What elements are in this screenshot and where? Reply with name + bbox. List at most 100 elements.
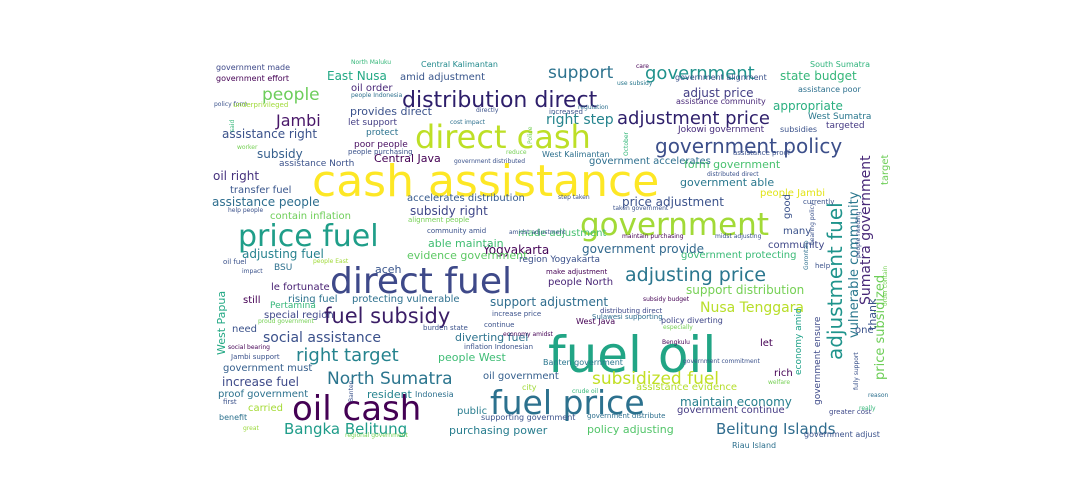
cloud-word: let support <box>348 118 397 128</box>
cloud-word: North Maluku <box>351 59 391 66</box>
cloud-word: increase price <box>492 310 541 318</box>
cloud-word: direct fuel <box>330 261 512 302</box>
cloud-word: adjust price <box>683 86 754 100</box>
cloud-word: said <box>229 120 236 132</box>
cloud-word: proud government <box>258 318 315 325</box>
cloud-word: increased <box>549 108 583 116</box>
cloud-word: form government <box>684 158 781 171</box>
cloud-word: adjustment price <box>617 108 770 129</box>
cloud-word: burden state <box>423 324 468 332</box>
cloud-word: assistance proof <box>733 149 791 157</box>
cloud-word: welfare <box>768 379 790 386</box>
cloud-word: underprivileged <box>233 101 288 109</box>
cloud-word: le fortunate <box>271 282 330 293</box>
cloud-word: fuel subsidy <box>324 304 450 328</box>
cloud-word: really <box>859 405 876 412</box>
cloud-word: crude oil <box>572 388 598 395</box>
cloud-word: assistance right <box>222 127 317 141</box>
cloud-word: use subsidy <box>617 80 653 87</box>
cloud-word: Riau Island <box>732 441 776 450</box>
cloud-word: policy adjusting <box>587 423 674 436</box>
cloud-word: assistance North <box>279 159 354 169</box>
cloud-word: bearing policy <box>809 202 816 245</box>
cloud-word: Jokowi government <box>677 125 765 135</box>
cloud-word: right target <box>296 345 399 366</box>
cloud-word: Jambi <box>275 111 321 130</box>
cloud-word: supporting government <box>481 413 575 422</box>
cloud-word: oil order <box>351 83 393 94</box>
cloud-word: government must <box>223 363 312 374</box>
cloud-word: benefit <box>219 413 247 422</box>
cloud-word: diverting fuel <box>455 331 528 344</box>
cloud-word: Sulawesi supporting <box>592 313 663 321</box>
cloud-word: right step <box>546 112 614 128</box>
cloud-word: assistance poor <box>798 85 861 94</box>
cloud-word: price adjustment <box>622 195 724 209</box>
cloud-word: South Sumatra <box>810 60 870 69</box>
cloud-word: Central Java <box>374 152 441 165</box>
cloud-word: government adjust <box>804 430 880 439</box>
cloud-word: BSU <box>274 263 292 273</box>
cloud-word: Bengkulu <box>662 339 690 346</box>
cloud-word: city <box>522 383 537 392</box>
cloud-word: order contain <box>882 266 889 306</box>
cloud-word: government made <box>216 63 290 72</box>
cloud-word: especially <box>663 324 693 331</box>
cloud-word: aceh <box>375 263 402 276</box>
cloud-word: West Kalimantan <box>542 150 610 159</box>
cloud-word: impact <box>242 268 263 275</box>
cloud-word: West Papua <box>215 291 228 355</box>
cloud-word: made adjustment <box>518 228 607 239</box>
cloud-word: directly <box>476 107 499 114</box>
cloud-word: people East <box>313 258 349 265</box>
cloud-word: East Nusa <box>327 69 387 83</box>
cloud-word: fuel oil <box>548 326 716 384</box>
cloud-word: Police <box>527 126 534 144</box>
cloud-word: assistance evidence <box>636 382 737 393</box>
cloud-word: adjusting price <box>625 264 766 286</box>
cloud-word: Bangka Belitung <box>284 420 407 438</box>
cloud-word: alignment people <box>408 216 469 224</box>
cloud-word: one <box>855 325 874 336</box>
cloud-word: resident <box>367 388 413 401</box>
cloud-word: oil cash <box>292 389 421 429</box>
cloud-word: purchasing power <box>449 424 548 437</box>
cloud-word: people North <box>548 277 613 288</box>
cloud-word: midst adjusting <box>715 233 762 240</box>
cloud-word: government protecting <box>681 250 796 261</box>
cloud-word: distributing direct <box>600 307 663 315</box>
cloud-word: oil right <box>213 169 259 183</box>
cloud-word: adjustment fuel <box>823 202 847 360</box>
cloud-word: Banten government <box>543 358 623 367</box>
cloud-word: worker <box>237 144 258 151</box>
cloud-word: let <box>760 338 773 349</box>
cloud-word: distribution direct <box>402 88 598 113</box>
cloud-word: carried <box>248 403 283 414</box>
cloud-word: accelerates distribution <box>407 193 525 204</box>
cloud-word: support <box>548 63 614 83</box>
cloud-word: assistance community <box>676 97 766 106</box>
cloud-word: maintain economy <box>680 395 792 409</box>
cloud-word: government accelerates <box>589 156 711 167</box>
cloud-word: distributed direct <box>707 171 759 178</box>
cloud-word: transfer fuel <box>230 185 291 196</box>
cloud-word: fully support <box>853 352 860 390</box>
cloud-word: people needing <box>855 211 862 258</box>
cloud-word: cash assistance <box>312 156 659 207</box>
cloud-word: policy form <box>214 101 248 108</box>
cloud-word: assistance people <box>212 195 320 209</box>
cloud-word: people West <box>438 351 507 364</box>
cloud-word: economy amidst <box>503 331 554 338</box>
cloud-word: help <box>815 262 831 270</box>
cloud-word: people Indonesia <box>351 92 403 99</box>
cloud-word: vulnerable community <box>847 191 862 338</box>
cloud-word: Pertamina <box>270 301 316 311</box>
cloud-word: oil fuel <box>223 258 247 266</box>
cloud-word: people Jambi <box>760 188 825 199</box>
cloud-word: special region <box>264 310 334 321</box>
cloud-word: make adjustment <box>546 268 608 276</box>
cloud-word: Nusa Tenggara <box>700 300 804 316</box>
cloud-word: many <box>783 226 811 237</box>
cloud-word: rich <box>774 368 793 379</box>
